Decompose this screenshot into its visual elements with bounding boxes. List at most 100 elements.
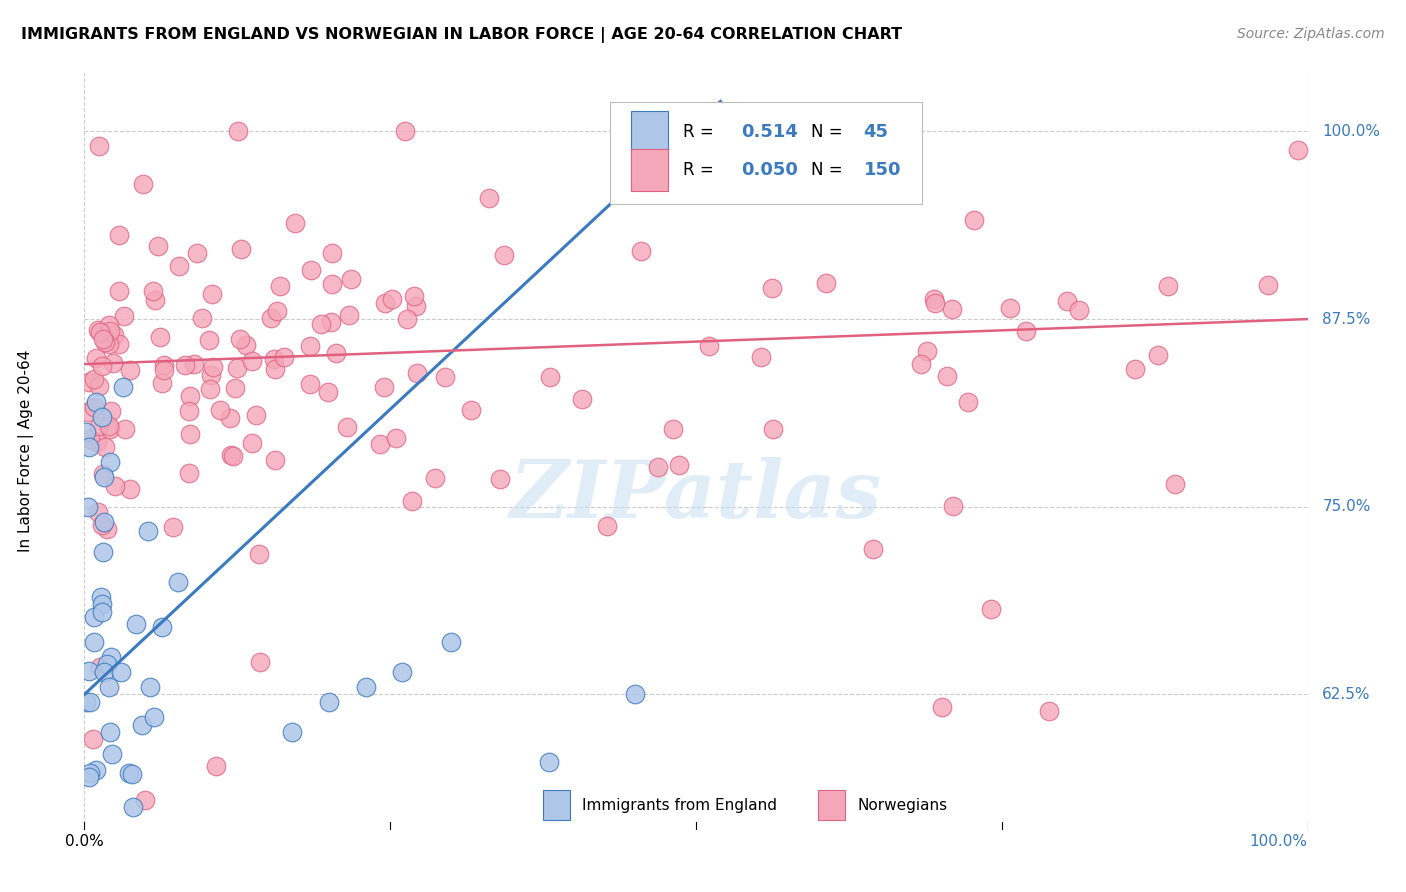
Point <box>247 547 270 561</box>
Point <box>77 440 100 454</box>
Point <box>198 382 221 396</box>
Point <box>249 655 271 669</box>
Point <box>492 248 515 262</box>
Point <box>647 459 669 474</box>
Point <box>284 217 307 231</box>
Text: ZIPatlas: ZIPatlas <box>510 458 882 534</box>
Point <box>191 311 214 326</box>
Point <box>941 301 963 316</box>
Point <box>1257 278 1279 293</box>
Point <box>924 295 946 310</box>
Point <box>83 372 105 386</box>
Point <box>1069 303 1091 318</box>
Point <box>325 345 347 359</box>
Point <box>179 427 201 442</box>
Point <box>98 337 121 351</box>
Point <box>219 448 242 462</box>
Point <box>89 325 111 339</box>
Point <box>174 358 197 372</box>
Point <box>91 467 114 481</box>
Text: 45: 45 <box>863 123 889 141</box>
Point <box>103 327 125 342</box>
Point <box>77 770 100 784</box>
Point <box>100 404 122 418</box>
Point <box>224 381 246 395</box>
Point <box>87 505 110 519</box>
Point <box>177 466 200 480</box>
Point <box>75 695 97 709</box>
Point <box>91 409 114 424</box>
Point <box>153 358 176 372</box>
Point <box>87 139 110 153</box>
Point <box>402 289 425 303</box>
Point <box>98 318 121 332</box>
Point <box>93 335 115 350</box>
Point <box>321 246 343 260</box>
Point <box>273 350 295 364</box>
Text: 150: 150 <box>863 161 901 179</box>
Point <box>86 394 108 409</box>
Point <box>108 284 131 298</box>
Point <box>538 369 561 384</box>
Point <box>1014 324 1036 338</box>
Point <box>94 440 117 454</box>
Point <box>337 308 360 322</box>
Point <box>183 357 205 371</box>
Point <box>107 228 129 243</box>
Point <box>354 680 377 694</box>
Point <box>374 295 396 310</box>
Text: 0.0%: 0.0% <box>65 834 104 849</box>
Point <box>79 766 101 780</box>
Point <box>86 323 108 337</box>
Point <box>316 385 339 400</box>
Point <box>668 458 690 472</box>
FancyBboxPatch shape <box>610 102 922 204</box>
Point <box>98 725 121 739</box>
Point <box>395 311 418 326</box>
Point <box>281 725 304 739</box>
Text: R =: R = <box>682 123 713 141</box>
Point <box>401 494 423 508</box>
Point <box>373 380 395 394</box>
Point <box>101 356 124 370</box>
Point <box>79 432 101 446</box>
Point <box>204 759 226 773</box>
Text: Norwegians: Norwegians <box>858 797 948 813</box>
Point <box>381 293 404 307</box>
Point <box>263 352 285 367</box>
Text: 62.5%: 62.5% <box>1322 687 1371 702</box>
Point <box>235 338 257 352</box>
Point <box>79 664 101 678</box>
Point <box>595 518 617 533</box>
Text: 0.514: 0.514 <box>741 123 799 141</box>
Point <box>83 609 105 624</box>
Point <box>93 545 115 559</box>
Point <box>321 277 343 292</box>
Point <box>118 363 141 377</box>
Point <box>101 747 124 762</box>
Point <box>260 311 283 326</box>
Point <box>86 435 108 450</box>
Point <box>423 471 446 485</box>
Point <box>98 324 121 338</box>
Point <box>228 332 250 346</box>
Point <box>368 437 391 451</box>
Point <box>980 601 1002 615</box>
Point <box>200 368 222 383</box>
Point <box>153 363 176 377</box>
Point <box>538 755 561 769</box>
Point <box>125 616 148 631</box>
Point <box>749 350 772 364</box>
Point <box>90 590 112 604</box>
Point <box>761 281 783 295</box>
Point <box>142 710 165 724</box>
Point <box>1147 348 1170 362</box>
Point <box>489 472 512 486</box>
Point <box>963 212 986 227</box>
Point <box>97 419 120 434</box>
Point <box>76 405 98 419</box>
Point <box>134 792 156 806</box>
Point <box>100 649 122 664</box>
Point <box>198 333 221 347</box>
Text: IMMIGRANTS FROM ENGLAND VS NORWEGIAN IN LABOR FORCE | AGE 20-64 CORRELATION CHAR: IMMIGRANTS FROM ENGLAND VS NORWEGIAN IN … <box>21 27 903 43</box>
